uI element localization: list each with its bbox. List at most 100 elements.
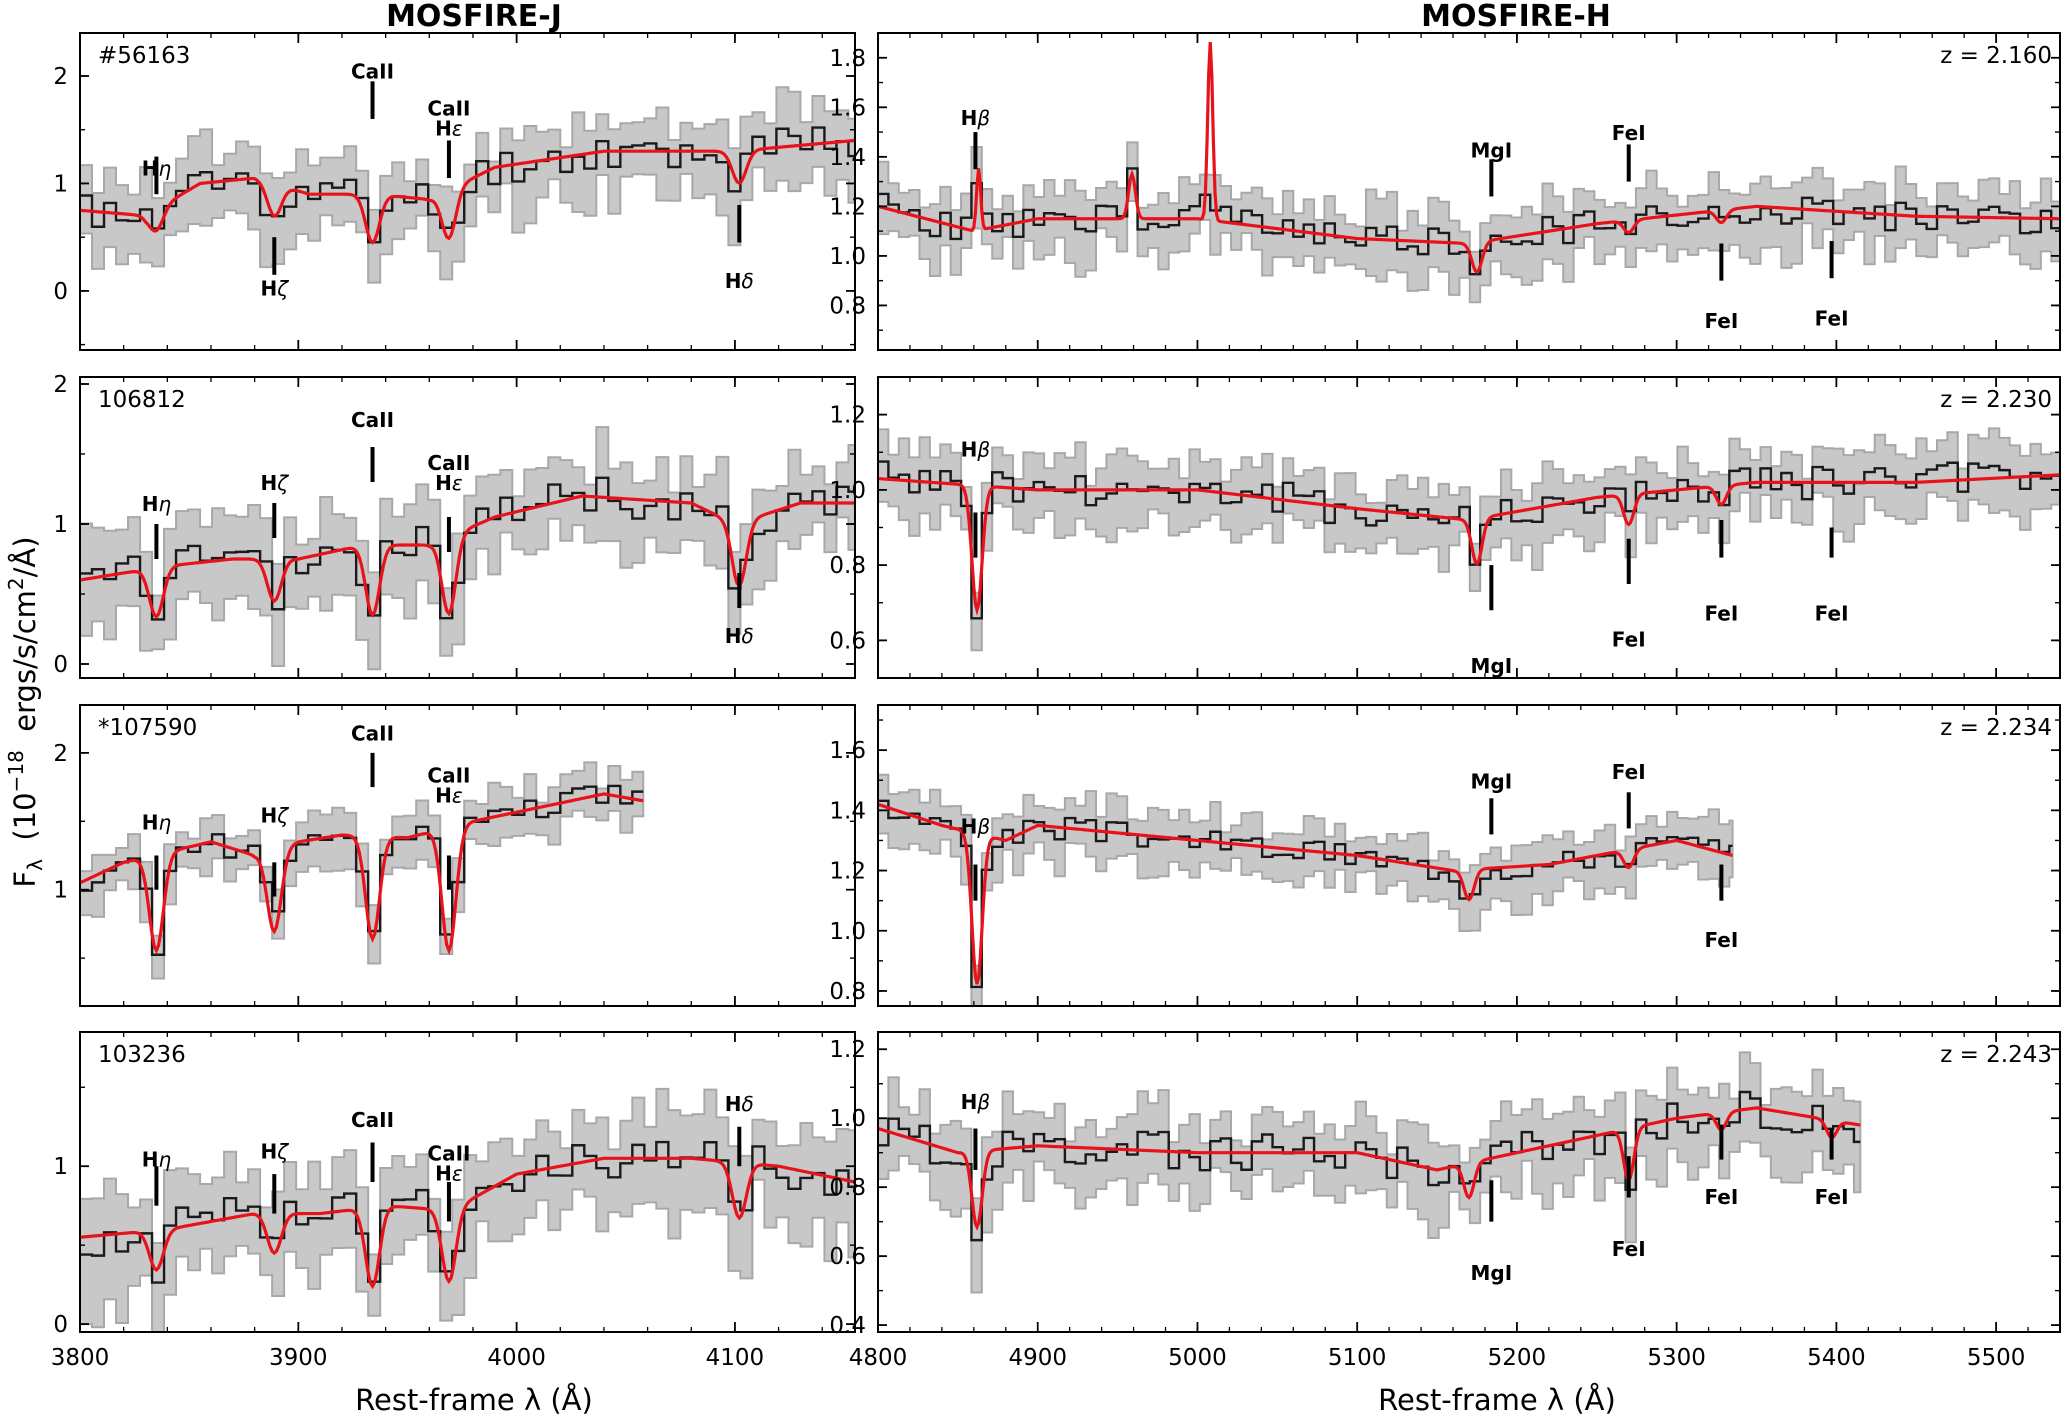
ytick-label: 0 [53, 1312, 68, 1338]
line-label: FeI [1704, 1185, 1738, 1209]
ytick-label: 1.0 [829, 244, 866, 270]
ytick-label: 1.2 [829, 859, 866, 885]
line-label: FeI [1612, 628, 1646, 652]
plot-area [80, 86, 855, 284]
plot-area [878, 773, 1734, 1006]
ytick-label: 0.8 [829, 293, 866, 319]
axes-frame [79, 704, 856, 1007]
model-spectrum [878, 1106, 1861, 1231]
xtick-label: 3900 [269, 1345, 328, 1371]
ytick-label: 1.4 [829, 798, 866, 824]
model-spectrum [80, 138, 855, 245]
panel-H-2: 0.8 1.0 1.2 1.4 1.6 z = 2.234 Hβ MgI FeI FeI [829, 704, 2061, 1007]
xlabel-h: Rest-frame λ (Å) [1378, 1383, 1616, 1417]
line-label: MgI [1471, 1261, 1513, 1285]
ytick-label: 0 [53, 652, 68, 678]
ytick-label: 1.8 [829, 46, 866, 72]
ytick-label: 1 [53, 878, 68, 904]
ytick-label: 2 [53, 741, 68, 767]
ytick-label: 1 [53, 1154, 68, 1180]
ytick-label: 1.0 [829, 478, 866, 504]
line-label: Hδ [725, 624, 754, 648]
model-spectrum [878, 41, 2060, 275]
redshift-label: z = 2.234 [1940, 715, 2052, 741]
line-label: FeI [1612, 1237, 1646, 1261]
ytick-label: 1.6 [829, 738, 866, 764]
plot-area [80, 1087, 855, 1332]
line-label: Hη [142, 156, 172, 180]
xlabel-j: Rest-frame λ (Å) [355, 1383, 593, 1417]
line-label: Hη [142, 1147, 172, 1171]
line-label: CaII [351, 60, 394, 84]
model-spectrum [80, 1156, 855, 1290]
model-spectrum [80, 792, 644, 956]
ytick-label: 1.0 [829, 919, 866, 945]
line-label: Hζ [260, 277, 289, 301]
axes-frame [877, 1031, 2061, 1333]
panel-H-1: 0.6 0.8 1.0 1.2 z = 2.230 Hβ MgI FeI FeI FeI [829, 376, 2061, 679]
model-spectrum [80, 494, 855, 620]
uncertainty-band [878, 1051, 1862, 1294]
ytick-label: 1.2 [829, 1037, 866, 1063]
axes-frame [877, 704, 2061, 1007]
xtick-label: 5200 [1488, 1345, 1547, 1371]
plot-area [878, 41, 2060, 304]
model-spectrum [878, 473, 2060, 616]
line-label: Hη [142, 492, 172, 516]
xtick-label: 4800 [849, 1345, 908, 1371]
ylabel: Fλ (10−18 ergs/s/cm2/Å) [4, 536, 47, 887]
line-label: Hη [142, 810, 172, 834]
line-label: MgI [1471, 138, 1513, 162]
line-label: CaII [427, 1141, 470, 1165]
xtick-label: 4100 [706, 1345, 765, 1371]
line-label: Hβ [961, 106, 991, 130]
uncertainty-band [878, 141, 2060, 304]
line-label: CaII [351, 721, 394, 745]
xtick-label: 5300 [1647, 1345, 1706, 1371]
line-label: FeI [1704, 928, 1738, 952]
ytick-label: 0.8 [829, 1175, 866, 1201]
ytick-label: 0.4 [829, 1313, 866, 1339]
line-label: FeI [1704, 601, 1738, 625]
object-id: 106812 [98, 387, 186, 413]
ytick-label: 2 [53, 372, 68, 398]
line-label: Hβ [961, 814, 991, 838]
line-label: MgI [1471, 769, 1513, 793]
axes-frame [79, 1031, 856, 1333]
ytick-label: 1.2 [829, 403, 866, 429]
xtick-label: 5400 [1807, 1345, 1866, 1371]
redshift-label: z = 2.160 [1940, 43, 2052, 69]
line-label: FeI [1612, 121, 1646, 145]
xtick-label: 3800 [51, 1345, 110, 1371]
model-spectrum [878, 802, 1733, 985]
line-label: Hε [435, 783, 463, 807]
plot-area [878, 427, 2060, 652]
line-label: CaII [427, 451, 470, 475]
axes-frame [877, 32, 2061, 351]
ytick-label: 0.6 [829, 1244, 866, 1270]
panel-H-3: 0.4 0.6 0.8 1.0 1.2 4800 4900 5000 5100 5200 5300 5… [829, 1031, 2061, 1371]
ytick-label: 1.2 [829, 194, 866, 220]
ytick-label: 1 [53, 512, 68, 538]
line-label: CaII [351, 408, 394, 432]
line-label: FeI [1612, 760, 1646, 784]
line-label: FeI [1815, 601, 1849, 625]
col-title-h: MOSFIRE-H [1421, 0, 1611, 34]
ytick-label: 0.8 [829, 553, 866, 579]
uncertainty-band [878, 773, 1734, 1006]
axes-frame [79, 376, 856, 679]
line-label: Hδ [725, 1092, 754, 1116]
xtick-label: 5500 [1967, 1345, 2026, 1371]
plot-area [80, 761, 645, 980]
axes-frame [79, 32, 856, 351]
col-title-j: MOSFIRE-J [386, 0, 562, 34]
line-label: Hζ [260, 471, 289, 495]
xtick-label: 4900 [1008, 1345, 1067, 1371]
ytick-label: 1.0 [829, 1106, 866, 1132]
xtick-label: 5000 [1168, 1345, 1227, 1371]
line-label: Hβ [961, 437, 991, 461]
line-label: Hε [435, 117, 463, 141]
observed-spectrum [80, 126, 855, 244]
